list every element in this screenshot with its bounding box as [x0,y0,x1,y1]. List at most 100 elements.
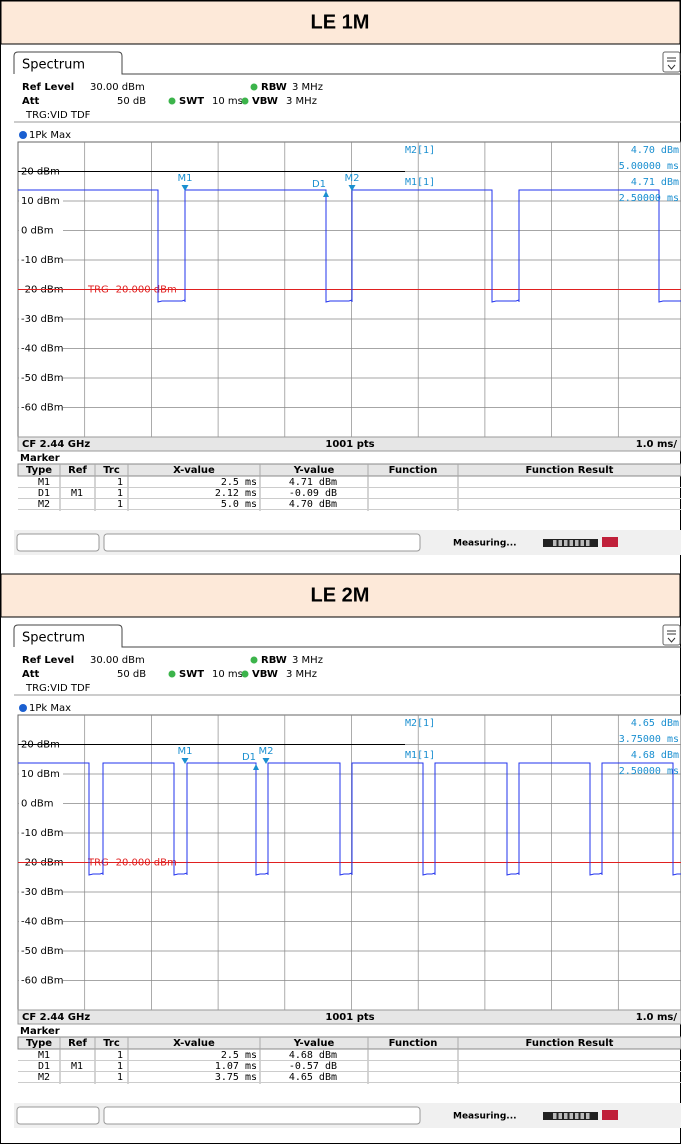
trace [18,189,681,303]
status-text: Measuring... [453,539,517,549]
y-label: -40 dBm [21,917,63,928]
progress-seg [586,540,590,546]
y-label: -30 dBm [21,314,63,325]
table-header [17,1036,681,1050]
readout-x: 2.50000 ms [619,193,679,204]
table-cell: 5.0 ms [221,499,257,510]
graph-marker-label: M1 [178,173,193,184]
status-dot [250,656,258,664]
progress-seg [580,540,584,546]
y-label: 0 dBm [21,226,54,237]
table-cell: 2.12 ms [215,488,257,499]
vbw: 3 MHz [286,669,317,680]
status-box [103,1106,421,1125]
panel-title: LE 1M [311,11,370,33]
progress-seg [575,540,579,546]
swt-label: SWT [179,96,204,107]
span: 1.0 ms/ [636,1012,678,1023]
label-bg [19,195,63,207]
label-bg [19,224,63,237]
trace [18,762,681,876]
table-cell: D1 [38,488,50,499]
readout-value: 4.71 dBm [631,177,679,188]
panel-header [0,0,681,45]
table-cell: 1 [117,499,123,510]
rbw-label: RBW [261,655,287,666]
menu-icon [662,51,681,73]
ref-level: 30.00 dBm [90,82,145,93]
table-cell: 4.65 dBm [289,1072,337,1083]
table-header-cell: Ref [68,465,87,476]
table-header-cell: Type [26,1038,52,1049]
vbw: 3 MHz [286,96,317,107]
graph-marker-label: M2 [345,173,360,184]
status-box [16,533,100,552]
table-cell: M2 [38,1072,50,1083]
swt: 10 ms [212,96,243,107]
marker-triangle [181,185,189,191]
table-header-cell: Ref [68,1038,87,1049]
label-bg [19,827,63,839]
y-label: -10 dBm [21,828,63,839]
marker-triangle [181,758,189,764]
points: 1001 pts [325,439,374,450]
progress-seg [553,540,557,546]
graph-marker-label: D1 [242,752,256,763]
table-cell: 2.5 ms [221,1050,257,1061]
label-bg [19,768,63,780]
table-cell: 4.70 dBm [289,499,337,510]
span: 1.0 ms/ [636,439,678,450]
readout-name: M1[1] [405,750,435,761]
table-title: Marker [20,453,60,464]
table-cell: M1 [71,488,83,499]
menu-icon-glyph [667,630,676,643]
table-header-cell: Function [389,1038,438,1049]
tab [13,624,681,648]
label-bg [19,313,63,325]
graph-marker-label: D1 [312,179,326,190]
label-bg [19,945,63,957]
points: 1001 pts [325,1012,374,1023]
status-text: Measuring... [453,1112,517,1122]
trace-label: 1Pk Max [29,130,71,141]
table-cell: -0.57 dB [289,1061,337,1072]
att: 50 dB [117,96,146,107]
y-label: -40 dBm [21,344,63,355]
tab-label: Spectrum [22,631,85,646]
progress-seg [564,1113,568,1119]
progress-seg [586,1113,590,1119]
graph-marker-label: M2 [259,746,274,757]
table-cell: D1 [38,1061,50,1072]
trigger-line-label: TRG -20.000 dBm [87,285,177,296]
table-header-cell: Type [26,465,52,476]
center-frequency: CF 2.44 GHz [22,439,90,450]
marker-triangle [262,758,270,764]
status-icon [602,1110,618,1120]
y-label: -50 dBm [21,373,63,384]
y-label: 10 dBm [21,769,60,780]
progress-seg [558,540,562,546]
ref-level-label: Ref Level [22,82,74,93]
table-cell: 1 [117,1050,123,1061]
trigger: TRG:VID TDF [25,110,91,121]
trigger-line-label: TRG -20.000 dBm [87,858,177,869]
marker-triangle [323,191,329,197]
status-dot [168,97,176,105]
status-dot [241,670,249,678]
footer-bar [17,1009,681,1025]
trigger: TRG:VID TDF [25,683,91,694]
readout-x: 2.50000 ms [619,766,679,777]
y-label: -60 dBm [21,976,63,987]
progress-seg [553,1113,557,1119]
label-bg [19,797,63,810]
label-bg [19,401,63,414]
ref-level: 30.00 dBm [90,655,145,666]
label-bg [19,886,63,898]
graph-marker-label: M1 [178,746,193,757]
readout-value: 4.65 dBm [631,718,679,729]
progress-seg [558,1113,562,1119]
att-label: Att [22,669,40,680]
table-cell: 1.07 ms [215,1061,257,1072]
rbw: 3 MHz [292,655,323,666]
